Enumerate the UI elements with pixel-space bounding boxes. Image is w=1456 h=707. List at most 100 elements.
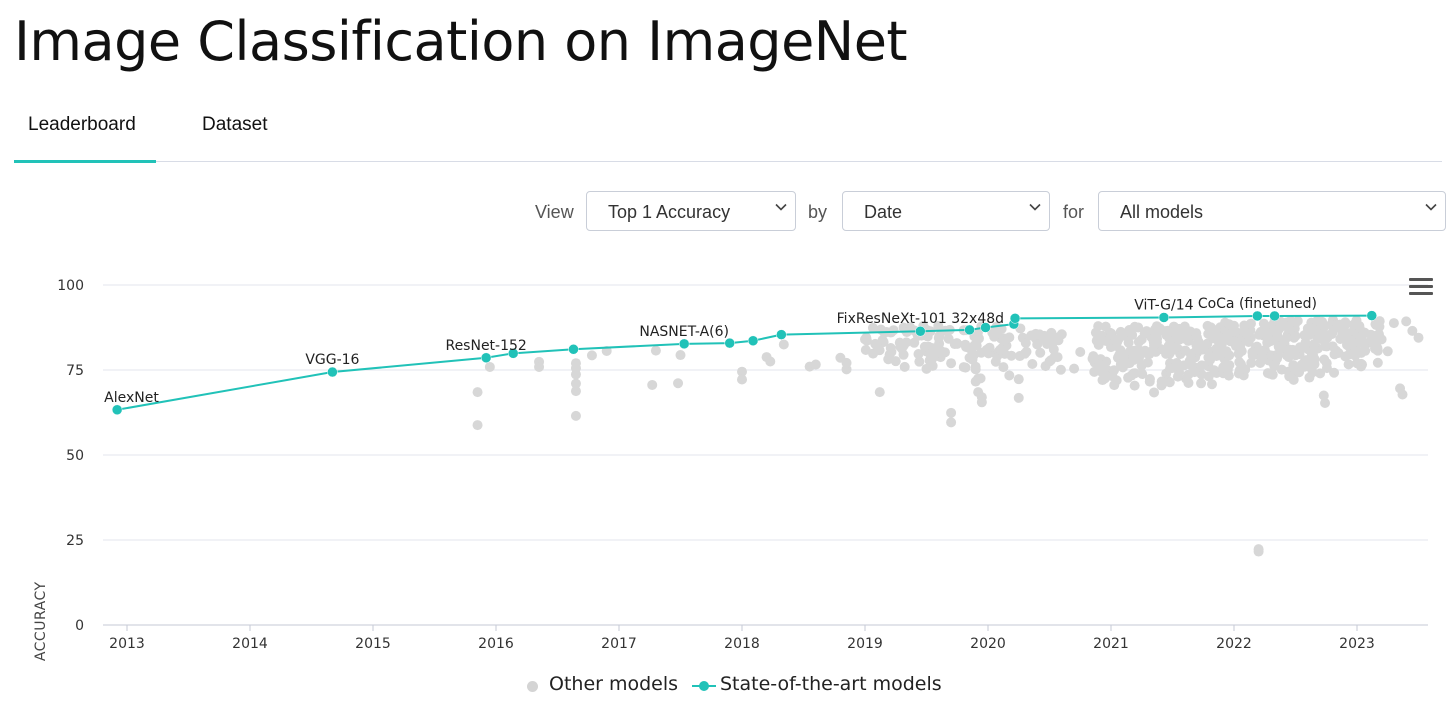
other-model-point xyxy=(1123,337,1134,348)
other-model-point xyxy=(1112,337,1123,348)
sota-point xyxy=(776,329,787,340)
other-model-point xyxy=(1216,337,1227,348)
other-model-point xyxy=(1246,357,1257,368)
other-model-point xyxy=(1235,341,1246,352)
sota-point-labels: AlexNet VGG-16 ResNet-152 NASNET-A(6) FixRes… xyxy=(104,296,1317,406)
sota-point xyxy=(568,344,579,355)
other-model-point xyxy=(1259,324,1270,335)
legend-sota-models[interactable]: State-of-the-art models xyxy=(720,673,942,695)
other-model-point xyxy=(964,352,975,363)
model-filter-select[interactable]: All models xyxy=(1098,191,1446,231)
other-model-point xyxy=(952,338,963,349)
other-model-point xyxy=(1179,360,1190,371)
other-model-point xyxy=(484,361,495,372)
x-tick-label: 2016 xyxy=(478,636,514,652)
other-model-point xyxy=(1239,320,1250,331)
other-model-point xyxy=(914,356,925,367)
tab-leaderboard[interactable]: Leaderboard xyxy=(28,114,136,135)
other-model-point xyxy=(1233,348,1244,359)
other-model-point xyxy=(1173,335,1184,346)
other-model-point xyxy=(1413,332,1424,343)
tab-bar: Leaderboard Dataset xyxy=(14,100,1442,163)
other-model-point xyxy=(964,343,975,354)
other-model-point xyxy=(1272,353,1283,364)
view-label: View xyxy=(535,202,574,222)
other-model-point xyxy=(909,337,920,348)
other-model-point xyxy=(647,379,658,390)
other-model-point xyxy=(1309,359,1320,370)
other-model-point xyxy=(1141,326,1152,337)
x-tick-label: 2014 xyxy=(232,636,268,652)
x-tick-label: 2017 xyxy=(601,636,637,652)
other-model-point xyxy=(1221,346,1232,357)
hamburger-menu-icon[interactable] xyxy=(1409,278,1433,296)
x-tick-label: 2022 xyxy=(1216,636,1252,652)
other-model-point xyxy=(1352,358,1362,369)
other-model-point xyxy=(810,359,821,370)
other-model-point xyxy=(1401,316,1412,327)
other-model-point xyxy=(1284,371,1295,382)
by-label: by xyxy=(808,202,828,222)
sota-point xyxy=(678,338,690,350)
other-model-point xyxy=(1202,320,1213,331)
legend-other-models[interactable]: Other models xyxy=(549,673,679,695)
sota-point xyxy=(1158,312,1170,323)
other-model-point xyxy=(970,364,981,375)
other-model-point xyxy=(1234,365,1245,376)
other-model-point xyxy=(1308,339,1319,350)
other-model-point xyxy=(1210,327,1221,338)
y-tick-label: 75 xyxy=(66,363,84,379)
other-model-point xyxy=(981,344,992,355)
other-model-point xyxy=(1115,326,1126,337)
other-model-point xyxy=(989,331,1000,342)
other-model-point xyxy=(1115,359,1126,370)
sota-point xyxy=(1366,310,1378,321)
other-model-point xyxy=(1206,379,1217,390)
other-model-point xyxy=(1183,335,1194,346)
other-model-point xyxy=(927,353,938,364)
tab-dataset[interactable]: Dataset xyxy=(202,114,268,135)
other-model-point xyxy=(1262,368,1273,379)
other-model-point xyxy=(946,407,957,418)
sota-point xyxy=(747,335,759,347)
chevron-down-icon xyxy=(1425,203,1437,211)
y-tick-label: 50 xyxy=(66,448,84,464)
x-tick-label: 2018 xyxy=(724,636,760,652)
other-model-point xyxy=(1137,369,1148,380)
other-model-point xyxy=(1376,334,1387,345)
other-model-point xyxy=(1247,347,1258,358)
other-model-point xyxy=(1196,360,1207,371)
other-model-point xyxy=(1027,358,1038,369)
x-axis-select[interactable]: Date xyxy=(842,191,1050,231)
other-model-point xyxy=(1388,318,1399,329)
other-model-point xyxy=(1278,319,1289,330)
other-model-point xyxy=(1329,367,1340,378)
other-model-point xyxy=(1302,323,1313,334)
other-model-point xyxy=(872,341,883,352)
sota-point xyxy=(1252,310,1263,322)
other-model-point xyxy=(1320,341,1331,352)
other-model-point xyxy=(1290,331,1301,341)
other-model-point xyxy=(933,320,944,331)
chart-controls: View Top 1 Accuracy by Date for All mode… xyxy=(0,191,1456,233)
other-model-point xyxy=(899,361,910,372)
sota-point-label: ViT-G/14 xyxy=(1134,297,1193,313)
legend-other-dot-icon xyxy=(527,681,538,692)
other-model-point xyxy=(1317,316,1328,327)
other-model-point xyxy=(939,347,950,358)
other-model-point xyxy=(1109,380,1120,391)
sota-point-label: FixResNeXt-101 32x48d xyxy=(837,311,1004,327)
other-model-point xyxy=(1370,319,1381,330)
x-tick-label: 2021 xyxy=(1093,636,1129,652)
metric-select[interactable]: Top 1 Accuracy xyxy=(586,191,796,231)
sota-series xyxy=(111,310,1378,416)
y-tick-labels: 0 25 50 75 100 xyxy=(57,278,84,634)
other-model-point xyxy=(570,386,581,397)
sota-point-label: CoCa (finetuned) xyxy=(1198,296,1317,312)
other-model-point xyxy=(1099,373,1110,384)
other-model-point xyxy=(1258,351,1269,362)
other-model-point xyxy=(998,362,1009,373)
other-model-point xyxy=(999,335,1010,346)
other-model-point xyxy=(1035,347,1046,358)
chart-legend: Other models State-of-the-art models xyxy=(0,673,1456,699)
